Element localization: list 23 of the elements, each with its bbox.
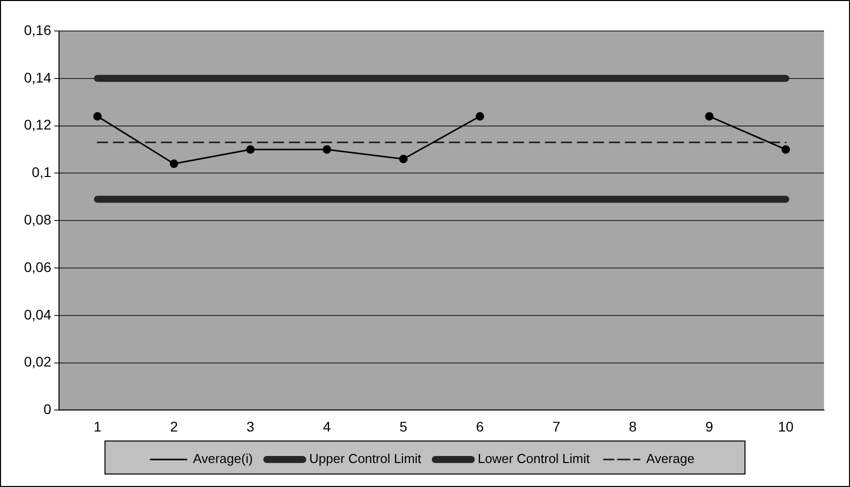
x-tick-label: 8 — [628, 418, 637, 434]
x-tick-label: 1 — [94, 418, 102, 434]
y-tick-label: 0,14 — [24, 69, 52, 86]
legend-label: Upper Control Limit — [309, 451, 422, 466]
y-tick-label: 0,1 — [32, 164, 52, 180]
legend-label: Lower Control Limit — [478, 451, 590, 466]
x-tick-label: 6 — [476, 418, 484, 434]
x-tick-label: 9 — [705, 418, 714, 434]
y-tick-label: 0,02 — [24, 354, 52, 370]
x-tick-label: 7 — [552, 418, 560, 434]
x-tick-label: 5 — [399, 418, 408, 434]
y-tick-label: 0,06 — [24, 258, 52, 275]
y-tick-label: 0,08 — [24, 211, 52, 228]
y-tick-label: 0,12 — [24, 116, 52, 133]
y-tick-label: 0 — [43, 401, 52, 418]
legend-label: Average — [646, 451, 694, 466]
x-tick-label: 2 — [170, 418, 178, 434]
x-tick-label: 10 — [778, 418, 794, 434]
legend-label: Average(i) — [193, 451, 253, 466]
x-tick-label: 4 — [323, 418, 332, 434]
y-tick-label: 0,16 — [24, 22, 52, 38]
y-tick-label: 0,04 — [24, 306, 52, 322]
x-tick-label: 3 — [246, 418, 255, 434]
